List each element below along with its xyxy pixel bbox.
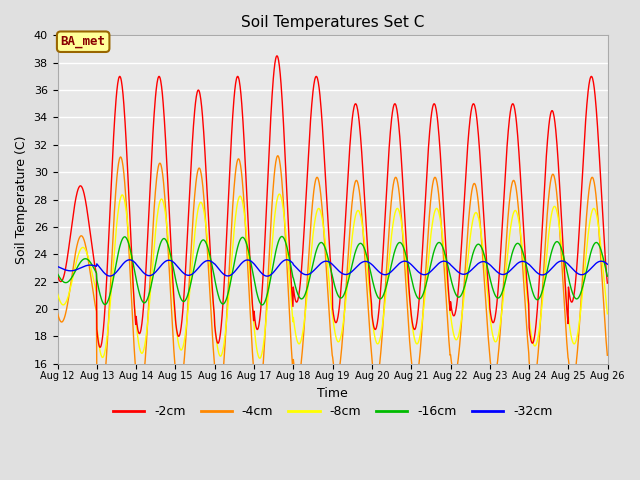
Y-axis label: Soil Temperature (C): Soil Temperature (C): [15, 135, 28, 264]
Text: BA_met: BA_met: [61, 35, 106, 48]
X-axis label: Time: Time: [317, 387, 348, 400]
Legend: -2cm, -4cm, -8cm, -16cm, -32cm: -2cm, -4cm, -8cm, -16cm, -32cm: [108, 400, 557, 423]
Title: Soil Temperatures Set C: Soil Temperatures Set C: [241, 15, 424, 30]
